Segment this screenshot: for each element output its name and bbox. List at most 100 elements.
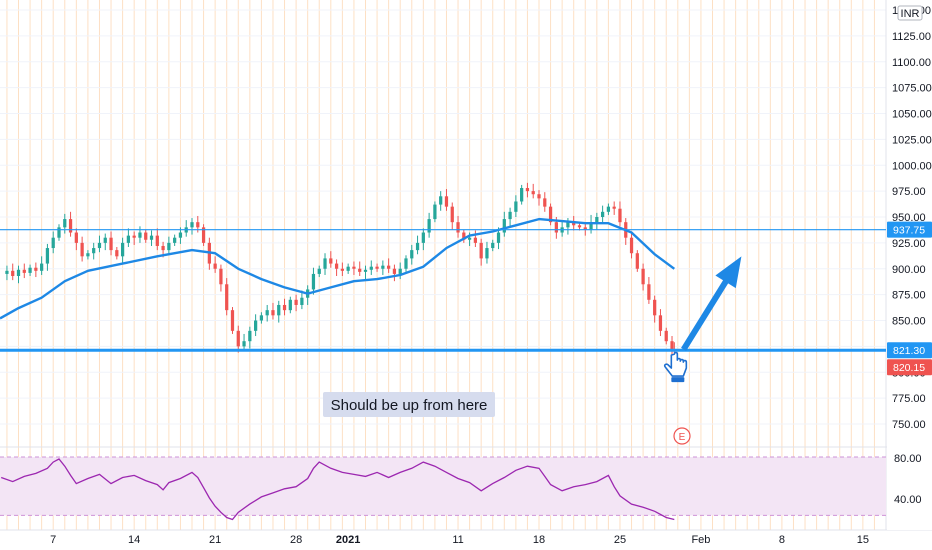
candle-body — [358, 268, 362, 272]
candle-body — [288, 299, 292, 311]
candle-body — [369, 266, 373, 270]
candle-body — [641, 268, 645, 285]
candle-body — [311, 273, 316, 290]
date-tick-label: 7 — [50, 534, 56, 546]
date-tick-label: 14 — [128, 534, 140, 546]
price-tag — [887, 221, 932, 238]
candle-body — [109, 237, 113, 251]
date-tick-label: 21 — [209, 534, 221, 546]
date-tick-label: 8 — [779, 534, 785, 546]
candle-body — [600, 211, 605, 217]
candle-body — [491, 242, 495, 249]
candle-body — [352, 266, 356, 269]
price-tick-label: 1050.00 — [892, 109, 932, 121]
candle-body — [132, 235, 136, 238]
date-tick-label: 25 — [614, 534, 626, 546]
hand-pointer-icon — [663, 351, 688, 383]
candle-body — [103, 237, 107, 243]
moving-average-line — [0, 217, 676, 320]
candle-body — [248, 330, 252, 342]
up-arrow-shape — [681, 256, 742, 352]
candle-body — [566, 222, 570, 228]
candle-body — [16, 269, 21, 276]
candle-body — [92, 248, 96, 254]
candle-body — [589, 222, 593, 230]
date-tick-label: 28 — [290, 534, 302, 546]
candle-body — [201, 227, 206, 243]
price-tick-label: 1025.00 — [892, 134, 932, 146]
price-tag — [887, 342, 932, 359]
candle-body — [149, 235, 154, 240]
candle-body — [444, 196, 449, 207]
candle-body — [554, 222, 558, 233]
earnings-marker: E — [673, 427, 691, 445]
candle-body — [433, 204, 437, 220]
candle-body — [392, 268, 397, 274]
price-tick-label: 775.00 — [892, 393, 926, 405]
candle-body — [196, 222, 200, 228]
candle-body — [138, 232, 142, 238]
candle-body — [161, 245, 165, 251]
currency-label: INR — [901, 8, 920, 20]
price-tick-label: 1125.00 — [892, 31, 931, 43]
candle-body — [126, 235, 131, 243]
candle-body — [658, 315, 663, 331]
candle-body — [479, 242, 483, 259]
candle-body — [51, 237, 55, 249]
candle-body — [68, 219, 73, 233]
candle-body — [450, 206, 454, 223]
candle-body — [606, 206, 611, 212]
annotation-label: Should be up from here — [323, 392, 495, 417]
candle-body — [22, 269, 26, 273]
date-tick-label: 15 — [857, 534, 869, 546]
candle-body — [647, 284, 651, 300]
candle-body — [439, 196, 443, 205]
candle-body — [543, 198, 547, 207]
candle-body — [282, 304, 287, 311]
annotation-text: Should be up from here — [331, 397, 488, 414]
candle-body — [583, 227, 587, 230]
candle-body — [629, 237, 634, 254]
price-tag-label: 937.75 — [893, 225, 925, 237]
candle-body — [28, 267, 32, 273]
candle-body — [410, 250, 414, 259]
price-tick-label: 950.00 — [892, 212, 926, 224]
candle-body — [230, 310, 235, 331]
candle-body — [74, 232, 78, 243]
candle-body — [11, 270, 15, 276]
annotation-box — [323, 392, 495, 417]
candle-body — [317, 268, 321, 274]
rsi-tick-label: 80.00 — [894, 453, 922, 465]
candle-body — [254, 320, 258, 331]
candle-body — [115, 250, 119, 257]
candle-body — [155, 235, 159, 246]
candle-body — [421, 232, 425, 243]
candle-body — [415, 242, 420, 251]
candle-body — [190, 222, 194, 228]
candle-body — [473, 237, 478, 243]
price-tick-label: 750.00 — [892, 419, 926, 431]
date-tick-label: Feb — [691, 534, 710, 546]
candle-body — [381, 265, 385, 269]
candle-body — [5, 270, 9, 274]
candle-body — [86, 253, 90, 257]
up-arrow — [681, 256, 742, 352]
price-tag-label: 820.15 — [893, 362, 925, 374]
candle-body — [265, 310, 269, 316]
candle-body — [294, 299, 298, 305]
candle-body — [387, 265, 391, 269]
candle-body — [525, 188, 530, 192]
candle-body — [404, 258, 408, 269]
candle-body — [595, 217, 599, 223]
candle-body — [398, 268, 402, 274]
rsi-band — [0, 457, 886, 516]
candle-body — [277, 304, 281, 316]
price-tick-label: 925.00 — [892, 238, 926, 250]
candle-body — [271, 310, 275, 316]
candle-body — [40, 263, 44, 271]
hand-pointer-cuff — [671, 377, 685, 383]
candle-body — [664, 330, 668, 342]
candle-body — [496, 232, 501, 243]
